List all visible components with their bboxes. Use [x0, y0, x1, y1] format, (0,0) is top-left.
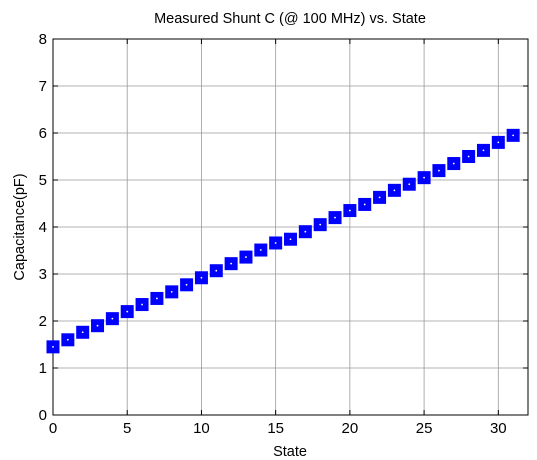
data-point-center [512, 134, 515, 137]
y-tick-label: 4 [39, 219, 47, 236]
chart-title: Measured Shunt C (@ 100 MHz) vs. State [154, 11, 426, 27]
data-point-center [96, 324, 99, 327]
data-point-center [156, 297, 158, 300]
data-point-center [200, 276, 203, 279]
y-tick-label: 6 [39, 125, 47, 142]
grid [53, 39, 528, 415]
x-tick-label: 20 [342, 420, 359, 437]
data-point-center [334, 216, 336, 219]
y-axis-label: Capacitance(pF) [12, 173, 28, 280]
data-point-center [111, 317, 114, 320]
data-series [46, 128, 520, 354]
x-tick-label: 15 [267, 420, 284, 437]
data-point-center [126, 310, 129, 313]
data-point-center [52, 345, 54, 348]
data-point-center [363, 203, 366, 206]
x-tick-label: 10 [193, 420, 210, 437]
y-tick-label: 8 [39, 31, 47, 48]
data-point-center [482, 149, 485, 152]
data-point-center [230, 262, 233, 265]
data-point-center [452, 162, 455, 165]
y-tick-label: 2 [39, 313, 47, 330]
data-point-center [81, 331, 84, 334]
x-tick-label: 0 [49, 420, 57, 437]
x-tick-label: 25 [416, 420, 433, 437]
y-tick-label: 7 [39, 78, 47, 95]
data-point-center [274, 242, 277, 244]
data-point-center [348, 209, 351, 212]
data-point-center [467, 155, 470, 158]
x-tick-label: 5 [123, 420, 131, 437]
y-tick-label: 5 [39, 172, 47, 189]
data-point-center [289, 238, 292, 241]
data-point-center [245, 256, 247, 258]
data-point-center [497, 141, 500, 144]
data-point-center [185, 283, 188, 286]
data-point-center [259, 249, 262, 251]
data-point-center [408, 183, 411, 186]
data-point-center [141, 303, 143, 306]
data-point-center [215, 269, 218, 272]
data-point-center [393, 189, 396, 192]
y-tick-label: 0 [39, 407, 47, 424]
plot-area-frame [52, 38, 529, 416]
data-point-center [378, 196, 381, 199]
data-point-center [304, 230, 307, 233]
x-tick-label: 30 [490, 420, 507, 437]
tick-labels: 0 5 10 15 20 25 30 0 1 2 3 4 5 6 7 8 [39, 31, 507, 437]
data-point-center [66, 338, 69, 341]
y-tick-label: 3 [39, 266, 47, 283]
data-point-center [438, 169, 440, 172]
data-point-center [170, 290, 173, 293]
y-tick-label: 1 [39, 360, 47, 377]
data-point-center [423, 176, 425, 179]
data-point-center [319, 223, 322, 226]
x-axis-label: State [273, 444, 307, 460]
